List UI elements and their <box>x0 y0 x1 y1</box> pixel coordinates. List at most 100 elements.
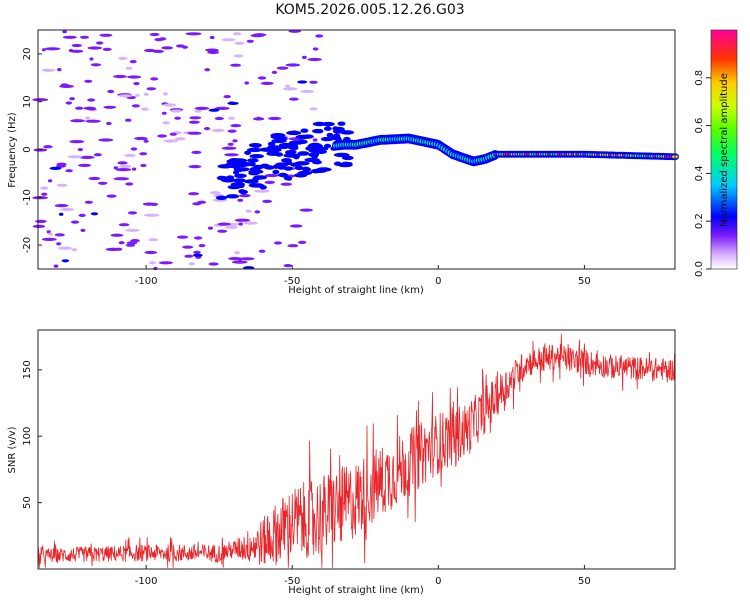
spectrogram-noise-blob <box>188 192 200 196</box>
spectrogram-noise-blob <box>65 169 73 173</box>
spectrogram-cell <box>252 183 265 188</box>
spectrogram-noise-blob <box>188 120 200 124</box>
spectrogram-noise-blob <box>135 93 140 97</box>
spectrogram-noise-blob <box>285 84 291 88</box>
spectrogram-cell <box>320 136 334 142</box>
spectrogram-noise-blob <box>143 139 149 143</box>
spectrogram-noise-blob <box>227 129 237 133</box>
spectrogram-cell <box>270 133 286 138</box>
spectrogram-noise-blob <box>43 145 53 149</box>
spectrogram-noise-blob <box>302 55 307 60</box>
spectrogram-noise-blob <box>124 153 136 158</box>
spectrogram-noise-blob <box>141 107 149 111</box>
spectrogram-noise-blob <box>93 153 102 157</box>
spectrogram-noise-blob <box>133 82 140 86</box>
spectrogram-noise-blob <box>264 180 276 184</box>
spectrogram-noise-blob <box>274 241 282 245</box>
spectrogram-noise-blob <box>221 146 237 150</box>
spectrogram-noise-blob <box>228 116 235 120</box>
spectrogram-cell <box>308 152 320 157</box>
spectrogram-cell <box>267 141 276 147</box>
spectrogram-noise-blob <box>119 164 132 168</box>
spectrogram-noise-blob <box>280 182 293 186</box>
spectrogram-noise-blob <box>78 163 92 167</box>
spectrogram-noise-blob <box>283 87 298 91</box>
spectrogram-cell <box>234 173 247 178</box>
spectrogram-cell <box>281 158 292 163</box>
snr-xtick-label: 50 <box>578 576 591 587</box>
spectrogram-cell <box>326 132 334 138</box>
spectrogram-noise-blob <box>80 35 89 39</box>
spectrogram-noise-blob <box>143 92 149 96</box>
spectrogram-xtick-label: -50 <box>284 276 300 287</box>
spectrogram-cell <box>231 162 241 167</box>
spectrogram-cell <box>247 158 259 163</box>
spectrogram-noise-blob <box>71 220 80 224</box>
spectrogram-noise-blob <box>174 137 186 141</box>
snr-line <box>37 333 676 568</box>
spectrogram-noise-blob <box>131 104 140 108</box>
spectrogram-noise-blob <box>161 111 167 115</box>
spectrogram-noise-blob <box>87 46 103 50</box>
spectrogram-cell <box>294 173 308 178</box>
spectrogram-noise-blob <box>87 98 96 102</box>
spectrogram-noise-blob <box>158 261 173 265</box>
spectrogram-cell <box>283 153 298 158</box>
spectrogram-cell <box>221 178 236 183</box>
spectrogram-noise-blob <box>35 219 47 223</box>
spectrogram-noise-blob <box>127 211 138 215</box>
spectrogram-noise-blob <box>90 212 99 216</box>
spectrogram-noise-blob <box>102 47 112 52</box>
spectrogram-noise-blob <box>69 49 84 53</box>
spectrogram-noise-blob <box>161 46 174 50</box>
spectrogram-noise-blob <box>192 253 203 257</box>
spectrogram-noise-blob <box>47 179 53 183</box>
spectrogram-noise-blob <box>198 244 206 248</box>
spectrogram-noise-blob <box>90 63 102 67</box>
spectrogram-noise-blob <box>67 155 83 159</box>
spectrogram-noise-blob <box>163 139 178 143</box>
spectrogram-noise-blob <box>299 208 313 212</box>
spectrogram-noise-blob <box>246 39 254 43</box>
spectrogram-noise-blob <box>125 228 140 232</box>
spectrogram-noise-blob <box>99 33 113 37</box>
spectrogram-cell <box>330 135 342 141</box>
spectrogram-noise-blob <box>61 259 70 263</box>
spectrogram-noise-blob <box>312 138 318 142</box>
spectrogram-noise-blob <box>208 108 220 112</box>
spectrogram-ytick-label: -20 <box>22 237 33 253</box>
colorbar-tick-label: 0.0 <box>694 261 705 277</box>
spectrogram-cell <box>299 151 310 156</box>
spectrogram-noise-blob <box>260 81 274 85</box>
spectrogram-noise-blob <box>287 244 299 248</box>
spectrogram-noise-blob <box>85 119 101 123</box>
spectrogram-noise-blob <box>98 138 114 142</box>
spectrogram-noise-blob <box>194 106 210 110</box>
spectrogram-cell <box>300 128 309 133</box>
spectrogram-noise-blob <box>239 194 251 198</box>
spectrogram-noise-blob <box>232 260 248 264</box>
spectrogram-cell <box>238 183 245 188</box>
spectrogram-noise-blob <box>53 264 59 268</box>
spectrogram-noise-blob <box>214 106 230 110</box>
spectrogram-noise-blob <box>125 182 134 186</box>
spectrogram-noise-blob <box>243 221 258 225</box>
spectrogram-noise-blob <box>44 47 61 51</box>
spectrogram-noise-blob <box>118 94 133 98</box>
spectrogram-cell <box>325 122 332 127</box>
spectrogram-noise-blob <box>41 237 57 241</box>
spectrogram-noise-blob <box>89 57 94 61</box>
snr-ytick-label: 150 <box>22 360 33 379</box>
spectrogram-cell <box>263 165 275 170</box>
spectrogram-xtick-label: 50 <box>578 276 591 287</box>
spectrogram-noise-blob <box>176 235 189 239</box>
spectrogram-noise-blob <box>258 249 266 253</box>
spectrogram-noise-blob <box>114 247 123 251</box>
spectrogram-cell <box>312 121 327 127</box>
spectrogram-cell <box>302 167 312 172</box>
spectrogram-noise-blob <box>307 57 323 62</box>
spectrogram-noise-blob <box>118 241 125 245</box>
spectrogram-noise-blob <box>245 209 252 213</box>
